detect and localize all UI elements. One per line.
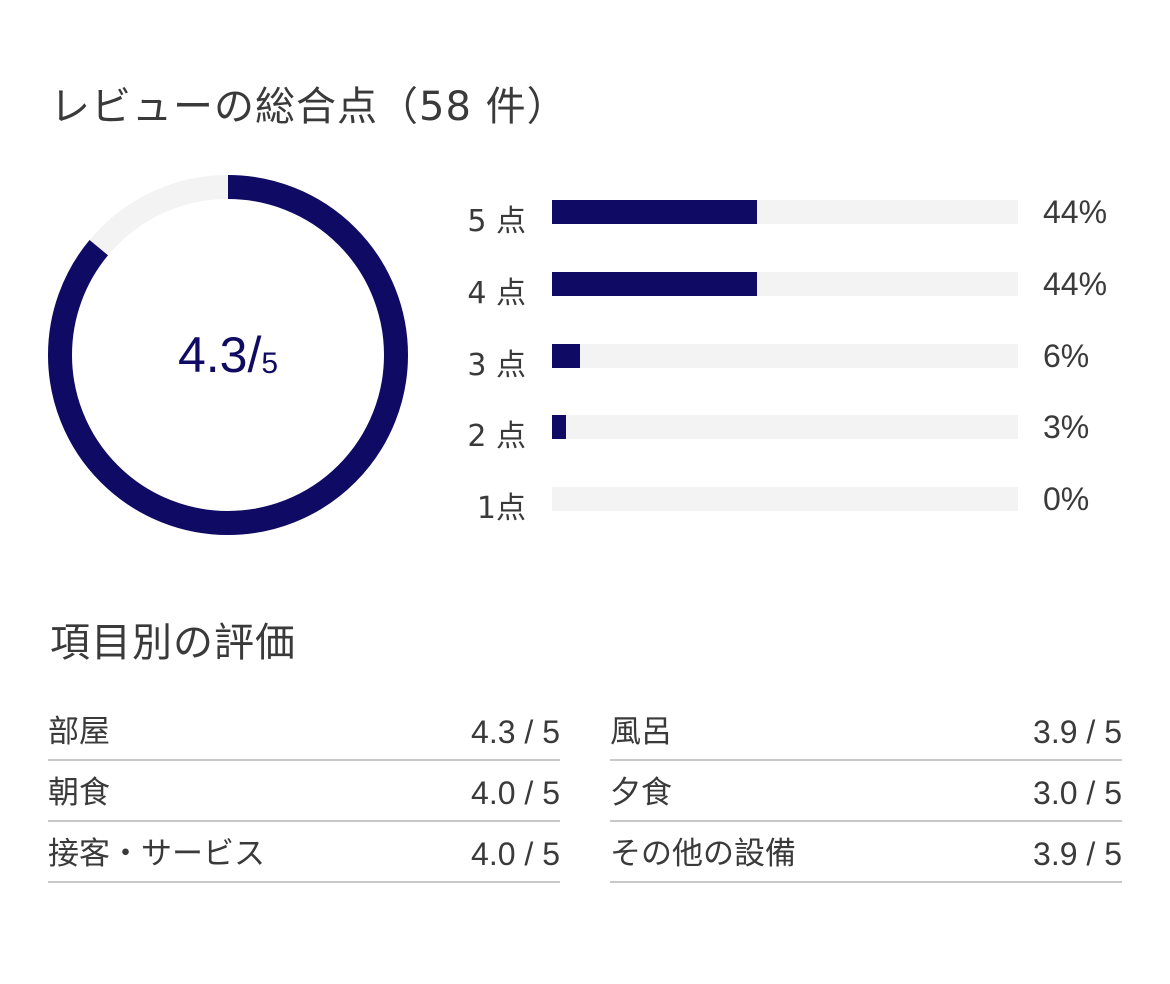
overall-score-donut: 4.3 / 5 — [48, 175, 408, 535]
category-score: 3.9 / 5 — [1033, 836, 1122, 872]
category-score: 3.9 / 5 — [1033, 714, 1122, 750]
donut-chart — [48, 175, 408, 535]
overall-rating-title: レビューの総合点（58 件） — [50, 84, 568, 130]
distribution-track — [552, 415, 1018, 439]
distribution-fill — [552, 415, 566, 439]
category-score: 3.0 / 5 — [1033, 775, 1122, 811]
category-row: 風呂 3.9 / 5 — [610, 700, 1122, 761]
category-row: その他の設備 3.9 / 5 — [610, 822, 1122, 883]
category-name: 部屋 — [48, 714, 110, 750]
category-name: その他の設備 — [610, 836, 796, 872]
category-score: 4.0 / 5 — [471, 775, 560, 811]
category-name: 風呂 — [610, 714, 672, 750]
category-row: 夕食 3.0 / 5 — [610, 761, 1122, 822]
distribution-percent: 44% — [1043, 194, 1108, 230]
category-row: 接客・サービス 4.0 / 5 — [48, 822, 560, 883]
distribution-label: 5 点 — [467, 204, 526, 239]
category-row: 朝食 4.0 / 5 — [48, 761, 560, 822]
distribution-label: 1点 — [476, 491, 526, 526]
distribution-percent: 6% — [1043, 338, 1090, 374]
category-list-left: 部屋 4.3 / 5 朝食 4.0 / 5 接客・サービス 4.0 / 5 — [48, 700, 560, 883]
category-rating-title: 項目別の評価 — [50, 620, 296, 666]
score-max: 5 — [261, 347, 279, 380]
category-list-right: 風呂 3.9 / 5 夕食 3.0 / 5 その他の設備 3.9 / 5 — [610, 700, 1122, 883]
distribution-row-2: 2 点 3% — [460, 405, 1140, 454]
distribution-row-3: 3 点 6% — [460, 334, 1140, 383]
category-name: 朝食 — [48, 775, 110, 811]
distribution-fill — [552, 272, 758, 296]
distribution-label: 2 点 — [467, 419, 526, 454]
category-name: 夕食 — [610, 775, 672, 811]
donut-score-label: 4.3 / 5 — [48, 175, 408, 535]
category-score: 4.0 / 5 — [471, 836, 560, 872]
donut-progress — [48, 175, 408, 535]
category-row: 部屋 4.3 / 5 — [48, 700, 560, 761]
distribution-row-4: 4 点 44% — [460, 262, 1140, 311]
category-score: 4.3 / 5 — [471, 714, 560, 750]
distribution-fill — [552, 344, 580, 368]
score-slash: / — [247, 327, 262, 383]
distribution-percent: 44% — [1043, 266, 1108, 302]
distribution-track — [552, 272, 1018, 296]
distribution-percent: 3% — [1043, 409, 1090, 445]
distribution-label: 4 点 — [467, 276, 526, 311]
distribution-label: 3 点 — [467, 348, 526, 383]
distribution-track — [552, 487, 1018, 511]
overall-score: 4.3 — [177, 327, 248, 383]
category-name: 接客・サービス — [48, 836, 265, 872]
distribution-track — [552, 344, 1018, 368]
distribution-fill — [552, 200, 758, 224]
distribution-row-1: 1点 0% — [460, 477, 1140, 526]
distribution-track — [552, 200, 1018, 224]
distribution-percent: 0% — [1043, 481, 1090, 517]
distribution-row-5: 5 点 44% — [460, 190, 1140, 239]
